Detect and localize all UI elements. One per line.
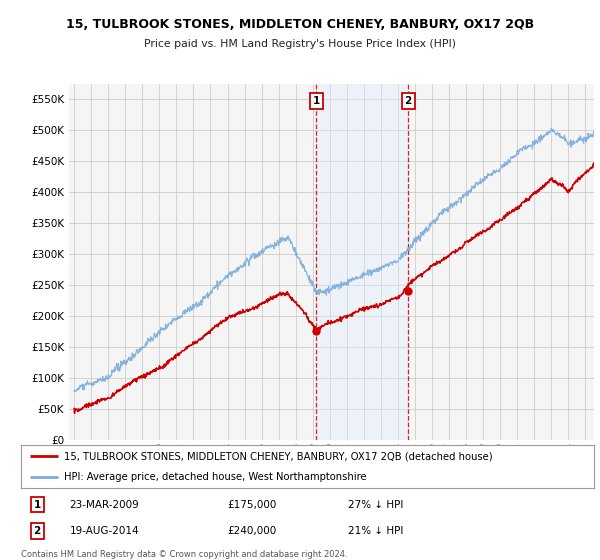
Text: 21% ↓ HPI: 21% ↓ HPI: [347, 526, 403, 536]
Text: 1: 1: [34, 500, 41, 510]
Text: £240,000: £240,000: [227, 526, 277, 536]
Text: 27% ↓ HPI: 27% ↓ HPI: [347, 500, 403, 510]
Text: 15, TULBROOK STONES, MIDDLETON CHENEY, BANBURY, OX17 2QB (detached house): 15, TULBROOK STONES, MIDDLETON CHENEY, B…: [64, 451, 493, 461]
Text: Price paid vs. HM Land Registry's House Price Index (HPI): Price paid vs. HM Land Registry's House …: [144, 39, 456, 49]
Text: 2: 2: [34, 526, 41, 536]
Text: £175,000: £175,000: [227, 500, 277, 510]
Text: Contains HM Land Registry data © Crown copyright and database right 2024.
This d: Contains HM Land Registry data © Crown c…: [21, 550, 347, 560]
Text: 15, TULBROOK STONES, MIDDLETON CHENEY, BANBURY, OX17 2QB: 15, TULBROOK STONES, MIDDLETON CHENEY, B…: [66, 18, 534, 31]
Text: HPI: Average price, detached house, West Northamptonshire: HPI: Average price, detached house, West…: [64, 472, 367, 482]
Text: 1: 1: [313, 96, 320, 106]
Text: 23-MAR-2009: 23-MAR-2009: [70, 500, 139, 510]
Text: 19-AUG-2014: 19-AUG-2014: [70, 526, 139, 536]
Bar: [316, 84, 408, 440]
Text: 2: 2: [404, 96, 412, 106]
